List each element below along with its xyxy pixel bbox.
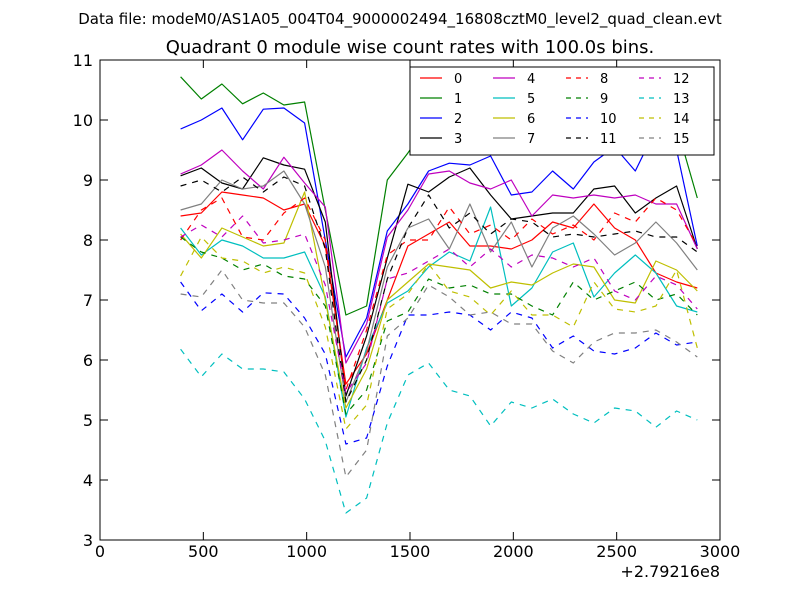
series-line-15 [180,269,698,478]
series-line-10 [180,281,698,445]
series-line-4 [180,149,698,364]
series-line-14 [180,236,698,430]
legend-label-1: 1 [454,92,462,107]
series-line-6 [180,191,698,409]
series-line-0 [180,191,698,385]
x-tick-label: 1500 [390,542,431,561]
legend-label-7: 7 [527,132,535,147]
legend-label-9: 9 [600,92,608,107]
x-axis-offset-label: +2.79216e8 [620,562,720,581]
x-tick-label: 1000 [286,542,327,561]
legend-label-5: 5 [527,92,535,107]
y-tick-label: 9 [83,171,93,190]
legend-label-10: 10 [600,112,617,127]
x-tick-label: 0 [95,542,105,561]
legend-label-3: 3 [454,132,462,147]
series-line-12 [180,215,698,394]
y-tick-label: 11 [73,51,93,70]
series-line-5 [180,206,698,418]
legend-label-0: 0 [454,72,462,87]
series-line-13 [180,348,698,514]
legend-label-6: 6 [527,112,535,127]
chart-title: Quadrant 0 module wise count rates with … [166,37,655,58]
legend-label-13: 13 [673,92,690,107]
y-tick-label: 3 [83,531,93,550]
y-tick-label: 4 [83,471,93,490]
y-tick-label: 8 [83,231,93,250]
series-line-7 [180,170,698,403]
series-line-9 [180,236,698,415]
legend-label-8: 8 [600,72,608,87]
y-tick-label: 7 [83,291,93,310]
x-tick-label: 3000 [700,542,741,561]
x-tick-label: 2500 [596,542,637,561]
legend-label-11: 11 [600,132,617,147]
legend-box [409,66,715,156]
legend-label-12: 12 [673,72,690,87]
series-layer [180,76,698,514]
y-tick-label: 10 [73,111,93,130]
series-line-11 [180,176,698,403]
x-tick-label: 500 [188,542,219,561]
legend-label-4: 4 [527,72,535,87]
series-line-8 [180,197,698,391]
legend-label-2: 2 [454,112,462,127]
x-tick-label: 2000 [493,542,534,561]
y-tick-label: 6 [83,351,93,370]
y-tick-label: 5 [83,411,93,430]
legend-label-15: 15 [673,132,690,147]
figure-suptitle: Data file: modeM0/AS1A05_004T04_90000024… [78,10,722,29]
series-line-3 [180,157,698,397]
legend-label-14: 14 [673,112,690,127]
